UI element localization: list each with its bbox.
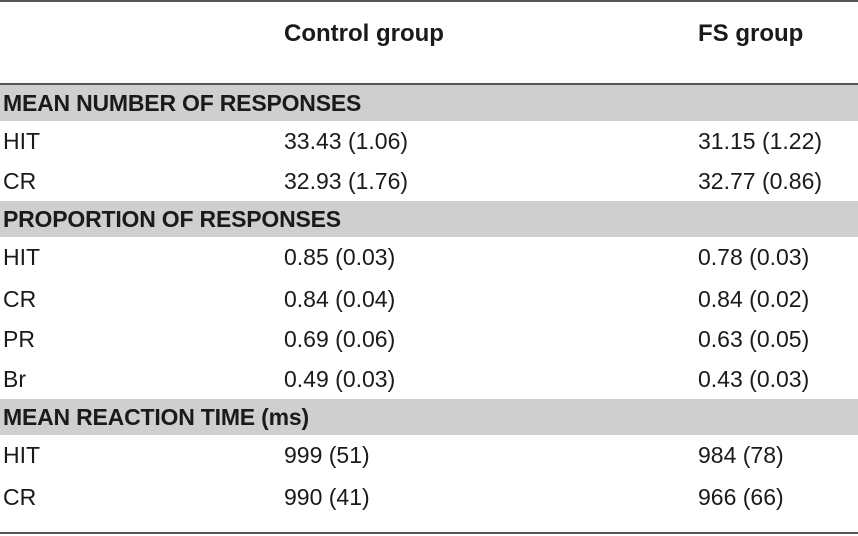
section-title: MEAN NUMBER OF RESPONSES	[3, 90, 362, 116]
section-title: PROPORTION OF RESPONSES	[3, 206, 341, 232]
fs-value: 0.63 (0.05)	[698, 326, 810, 352]
table-row: HIT 33.43 (1.06) 31.15 (1.22)	[0, 121, 858, 161]
fs-value: 31.15 (1.22)	[698, 128, 823, 154]
row-label: CR	[3, 484, 37, 510]
control-value: 0.84 (0.04)	[284, 286, 396, 312]
row-label: PR	[3, 326, 35, 352]
control-value: 0.49 (0.03)	[284, 366, 396, 392]
header-control-group: Control group	[284, 20, 444, 47]
table-row: Br 0.49 (0.03) 0.43 (0.03)	[0, 359, 858, 399]
control-value: 32.93 (1.76)	[284, 168, 409, 194]
top-rule	[0, 0, 858, 2]
section-proportion: PROPORTION OF RESPONSES	[0, 201, 858, 237]
section-title: MEAN REACTION TIME (ms)	[3, 404, 309, 430]
row-label: HIT	[3, 442, 41, 468]
control-value: 0.85 (0.03)	[284, 244, 396, 270]
control-value: 990 (41)	[284, 484, 370, 510]
fs-value: 0.84 (0.02)	[698, 286, 810, 312]
control-value: 0.69 (0.06)	[284, 326, 396, 352]
row-label: CR	[3, 168, 37, 194]
table-header: Control group FS group	[0, 2, 858, 83]
row-label: Br	[3, 366, 26, 392]
table-row: HIT 999 (51) 984 (78)	[0, 435, 858, 475]
fs-value: 32.77 (0.86)	[698, 168, 823, 194]
section-mean-number: MEAN NUMBER OF RESPONSES	[0, 85, 858, 121]
control-value: 33.43 (1.06)	[284, 128, 409, 154]
control-value: 999 (51)	[284, 442, 370, 468]
header-rule	[0, 83, 858, 85]
row-label: HIT	[3, 244, 41, 270]
fs-value: 0.43 (0.03)	[698, 366, 810, 392]
fs-value: 966 (66)	[698, 484, 784, 510]
table-row: HIT 0.85 (0.03) 0.78 (0.03)	[0, 237, 858, 277]
table-row: CR 990 (41) 966 (66)	[0, 477, 858, 517]
table-row: CR 32.93 (1.76) 32.77 (0.86)	[0, 161, 858, 201]
row-label: CR	[3, 286, 37, 312]
section-reaction-time: MEAN REACTION TIME (ms)	[0, 399, 858, 435]
fs-value: 0.78 (0.03)	[698, 244, 810, 270]
bottom-rule	[0, 532, 858, 534]
header-fs-group: FS group	[698, 20, 804, 47]
table-row: CR 0.84 (0.04) 0.84 (0.02)	[0, 279, 858, 319]
row-label: HIT	[3, 128, 41, 154]
fs-value: 984 (78)	[698, 442, 784, 468]
table-row: PR 0.69 (0.06) 0.63 (0.05)	[0, 319, 858, 359]
